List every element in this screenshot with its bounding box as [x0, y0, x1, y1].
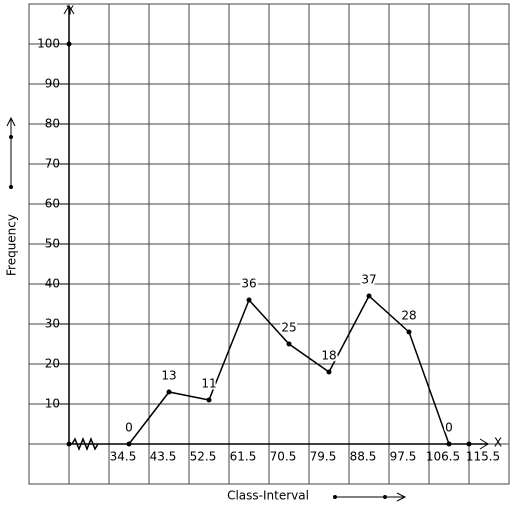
- y-tick-label: 50: [45, 237, 60, 251]
- x-tick-label: 106.5: [426, 450, 460, 464]
- origin-dot: [66, 441, 72, 447]
- data-label: 25: [281, 321, 296, 335]
- x-axis-name: X: [494, 436, 502, 450]
- x-tick-label: 88.5: [350, 450, 377, 464]
- data-point: [126, 441, 132, 447]
- y-axis-name: Y: [65, 4, 74, 18]
- graph-paper: [28, 3, 510, 485]
- x-title-dot: [383, 495, 387, 499]
- data-point: [326, 369, 332, 375]
- data-label: 0: [445, 421, 453, 435]
- x-tick-label: 70.5: [270, 450, 297, 464]
- data-label: 11: [201, 377, 216, 391]
- data-label: 13: [161, 369, 176, 383]
- y-tick-label: 10: [45, 397, 60, 411]
- x-tick-label: 97.5: [390, 450, 417, 464]
- x-tick-label: 115.5: [466, 450, 500, 464]
- y-axis-title: Frequency: [5, 214, 19, 276]
- y-tick-label: 70: [45, 157, 60, 171]
- y-axis-arrow: [63, 5, 75, 15]
- x-axis-title: Class-Interval: [227, 489, 309, 503]
- y-tick-label: 60: [45, 197, 60, 211]
- data-point: [206, 397, 212, 403]
- x-title-arrow-head: [396, 492, 407, 502]
- x-axis-arrow: [479, 438, 489, 450]
- x-tick-label: 52.5: [190, 450, 217, 464]
- data-label: 36: [241, 277, 256, 291]
- y-tick-label: 90: [45, 77, 60, 91]
- data-label: 18: [321, 349, 336, 363]
- x-tick-label: 61.5: [230, 450, 257, 464]
- y-tick-label: 80: [45, 117, 60, 131]
- data-point: [366, 293, 372, 299]
- y-title-dot: [9, 185, 13, 189]
- y-tick-label: 40: [45, 277, 60, 291]
- y-tick-label: 30: [45, 317, 60, 331]
- x-axis-dot: [466, 441, 472, 447]
- x-tick-label: 79.5: [310, 450, 337, 464]
- y-title-arrow-head: [6, 116, 16, 127]
- data-point: [446, 441, 452, 447]
- x-title-dot: [333, 495, 337, 499]
- data-label: 37: [361, 273, 376, 287]
- data-point: [406, 329, 412, 335]
- data-point: [246, 297, 252, 303]
- data-point: [286, 341, 292, 347]
- data-label: 0: [125, 421, 133, 435]
- data-label: 28: [401, 309, 416, 323]
- data-point: [166, 389, 172, 395]
- axis-break: [71, 436, 99, 452]
- x-tick-label: 43.5: [150, 450, 177, 464]
- y-tick-label: 100: [37, 37, 60, 51]
- x-tick-label: 34.5: [110, 450, 137, 464]
- y-title-dot: [9, 135, 13, 139]
- y-tick-label: 20: [45, 357, 60, 371]
